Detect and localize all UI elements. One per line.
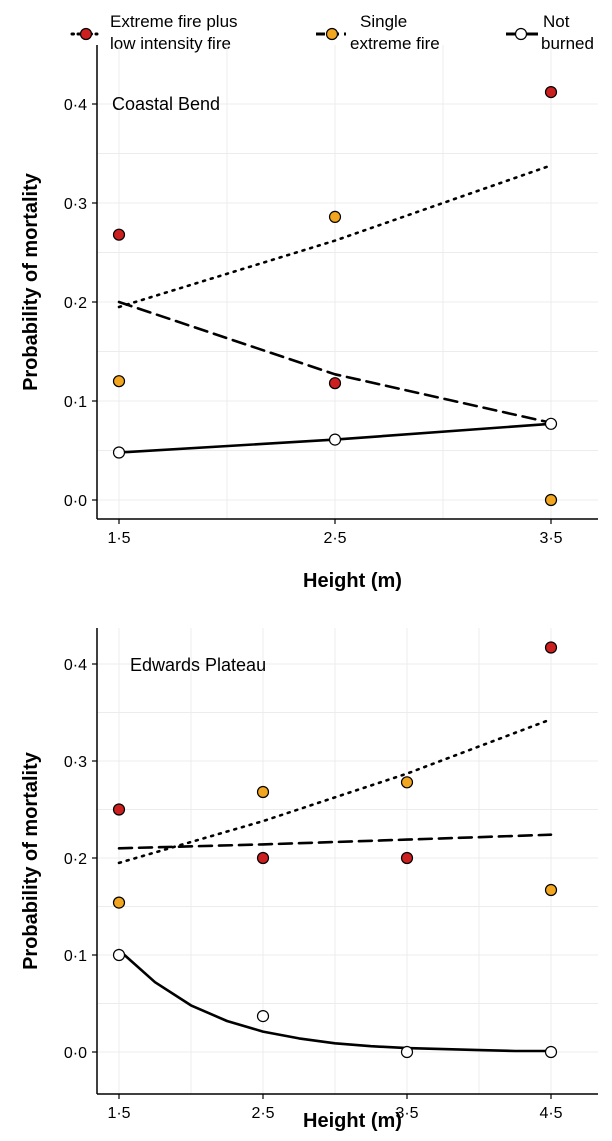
data-point-dotted <box>328 377 342 390</box>
legend-marker-extreme-plus-low <box>79 27 93 41</box>
legend-label-single-extreme-line2: extreme fire <box>350 34 440 53</box>
y-tick-label: 0·3 <box>64 196 87 213</box>
panel-title: Coastal Bend <box>112 94 220 114</box>
data-point-dotted <box>400 851 414 865</box>
x-axis-title: Height (m) <box>303 1110 402 1132</box>
legend-item-not-burned: Not burned <box>506 12 594 53</box>
y-tick-label: 0·3 <box>64 754 87 771</box>
data-point-dotted <box>256 851 270 865</box>
data-point-dashed <box>112 896 126 909</box>
fit-line-dotted <box>117 164 553 309</box>
y-tick-label: 0·4 <box>64 657 87 674</box>
data-point-solid <box>112 446 126 459</box>
grid <box>97 628 598 1094</box>
y-axis-title: Probability of mortality <box>20 751 42 970</box>
legend-label-extreme-plus-low-line2: low intensity fire <box>110 34 231 53</box>
y-tick-label: 0·0 <box>64 493 87 510</box>
data-point-dotted <box>112 803 126 816</box>
data-point-dashed <box>112 375 126 388</box>
data-point-solid <box>256 1009 270 1023</box>
legend-marker-single-extreme <box>325 27 339 41</box>
data-point-solid <box>544 1045 558 1059</box>
data-point-solid <box>544 417 558 430</box>
legend-label-not-burned-line1: Not <box>543 12 570 31</box>
data-point-dotted <box>112 228 126 241</box>
legend-label-not-burned-line2: burned <box>541 34 594 53</box>
data-point-dashed <box>400 776 414 789</box>
data-point-dotted <box>544 85 558 99</box>
data-point-dashed <box>328 210 342 223</box>
legend-item-single-extreme: Single extreme fire <box>316 12 440 53</box>
x-tick-label: 2·5 <box>251 1105 274 1122</box>
x-tick-label: 2·5 <box>323 530 346 547</box>
x-tick-label: 3·5 <box>395 1105 418 1122</box>
data-point-dashed <box>544 493 558 507</box>
y-tick-label: 0·1 <box>64 394 87 411</box>
panel-coastal-bend: 0·0 0·1 0·2 0·3 0·4 1·5 2·5 3·5 Height (m) Probab… <box>20 45 598 592</box>
legend-label-extreme-plus-low-line1: Extreme fire plus <box>110 12 238 31</box>
legend-item-extreme-plus-low: Extreme fire plus low intensity fire <box>70 12 238 53</box>
panel-edwards-plateau: 0·0 0·1 0·2 0·3 0·4 1·5 2·5 3·5 4·5 Height (m) Pro… <box>20 628 598 1132</box>
legend-label-single-extreme-line1: Single <box>360 12 407 31</box>
y-tick-label: 0·2 <box>64 295 87 312</box>
x-tick-label: 3·5 <box>539 530 562 547</box>
x-tick-label: 4·5 <box>539 1105 562 1122</box>
x-tick-label: 1·5 <box>107 1105 130 1122</box>
data-point-solid <box>328 433 342 446</box>
x-tick-label: 1·5 <box>107 530 130 547</box>
y-tick-label: 0·1 <box>64 948 87 965</box>
fit-line-dashed <box>117 300 553 425</box>
fit-line-dashed <box>117 833 553 850</box>
y-tick-label: 0·4 <box>64 97 87 114</box>
legend: Extreme fire plus low intensity fire Sin… <box>70 12 594 53</box>
fit-line-dotted <box>117 717 553 865</box>
data-point-dashed <box>256 785 270 799</box>
panel-title: Edwards Plateau <box>130 655 266 675</box>
y-axis-title: Probability of mortality <box>20 172 42 391</box>
y-tick-label: 0·0 <box>64 1045 87 1062</box>
x-axis-title: Height (m) <box>303 570 402 592</box>
y-tick-label: 0·2 <box>64 851 87 868</box>
data-point-dashed <box>544 883 558 897</box>
grid <box>97 45 598 519</box>
fit-line-solid <box>117 948 553 1053</box>
data-point-solid <box>112 948 126 962</box>
data-point-solid <box>400 1045 414 1059</box>
legend-marker-not-burned <box>514 27 528 41</box>
data-point-dotted <box>544 641 558 654</box>
